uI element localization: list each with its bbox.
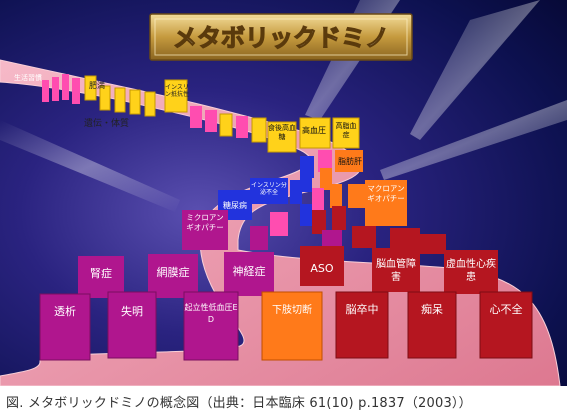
- metabolic-domino-figure: メタボリックドミノ 生活習慣 肥満 インスリン抵抗性 遺伝・体質 食後高血糖 高…: [0, 0, 567, 386]
- cerebrovascular-label: 脳血管障害: [376, 259, 416, 283]
- insulin-deficiency-label: インスリン分泌不全: [251, 182, 287, 196]
- lifestyle-label: 生活習慣: [14, 73, 42, 82]
- fatty-liver-label: 脂肪肝: [338, 156, 362, 166]
- nephropathy-label: 腎症: [90, 266, 112, 280]
- hypertension-label: 高血圧: [302, 125, 326, 135]
- macroangiopathy-box: マクロアンギオパチー: [367, 184, 405, 203]
- ed-label: 起立性低血圧ED: [184, 303, 238, 324]
- insulin-resistance-label: インスリン抵抗性: [164, 84, 189, 98]
- microangiopathy-box: ミクロアンギオパチー: [186, 213, 224, 232]
- retinopathy-label: 網膜症: [157, 265, 190, 279]
- middle-dominoes: [78, 168, 498, 298]
- obesity-label: 肥満: [89, 81, 105, 90]
- insulin-deficiency-box: インスリン分泌不全: [251, 182, 287, 196]
- stroke-label: 脳卒中: [346, 302, 379, 316]
- postprandial-label: 食後高血糖: [268, 124, 296, 141]
- dementia-label: 痴呆: [421, 302, 443, 316]
- top-dominoes: [42, 74, 363, 178]
- insulin-resistance-box: インスリン抵抗性: [164, 84, 189, 98]
- ischemic-heart-label: 虚血性心疾患: [446, 259, 496, 283]
- ischemic-heart-box: 虚血性心疾患: [446, 259, 496, 283]
- ed-box: 起立性低血圧ED: [184, 303, 238, 324]
- blindness-label: 失明: [121, 305, 143, 318]
- figure-caption: 図. メタボリックドミノの概念図（出典：日本臨床 61(10) p.1837（2…: [6, 396, 472, 411]
- diabetes-label: 糖尿病: [223, 200, 247, 210]
- heredity-label: 遺伝・体質: [84, 117, 129, 129]
- macroangiopathy-label: マクロアンギオパチー: [367, 184, 405, 203]
- dialysis-label: 透析: [54, 304, 76, 318]
- hyperlipidemia-box: 高脂血症: [335, 122, 357, 139]
- domino-illustration: メタボリックドミノ 生活習慣 肥満 インスリン抵抗性 遺伝・体質 食後高血糖 高…: [0, 0, 567, 386]
- title-banner: メタボリックドミノ: [149, 13, 413, 61]
- front-dominoes: [39, 291, 533, 361]
- title-text: メタボリックドミノ: [173, 24, 389, 52]
- postprandial-box: 食後高血糖: [268, 124, 296, 141]
- microangiopathy-label: ミクロアンギオパチー: [186, 213, 224, 232]
- aso-label: ASO: [310, 262, 334, 275]
- cerebrovascular-box: 脳血管障害: [376, 259, 416, 283]
- neuropathy-label: 神経症: [233, 264, 266, 278]
- hyperlipidemia-label: 高脂血症: [335, 122, 357, 139]
- amputation-label: 下肢切断: [272, 303, 312, 316]
- heart-failure-label: 心不全: [490, 302, 523, 316]
